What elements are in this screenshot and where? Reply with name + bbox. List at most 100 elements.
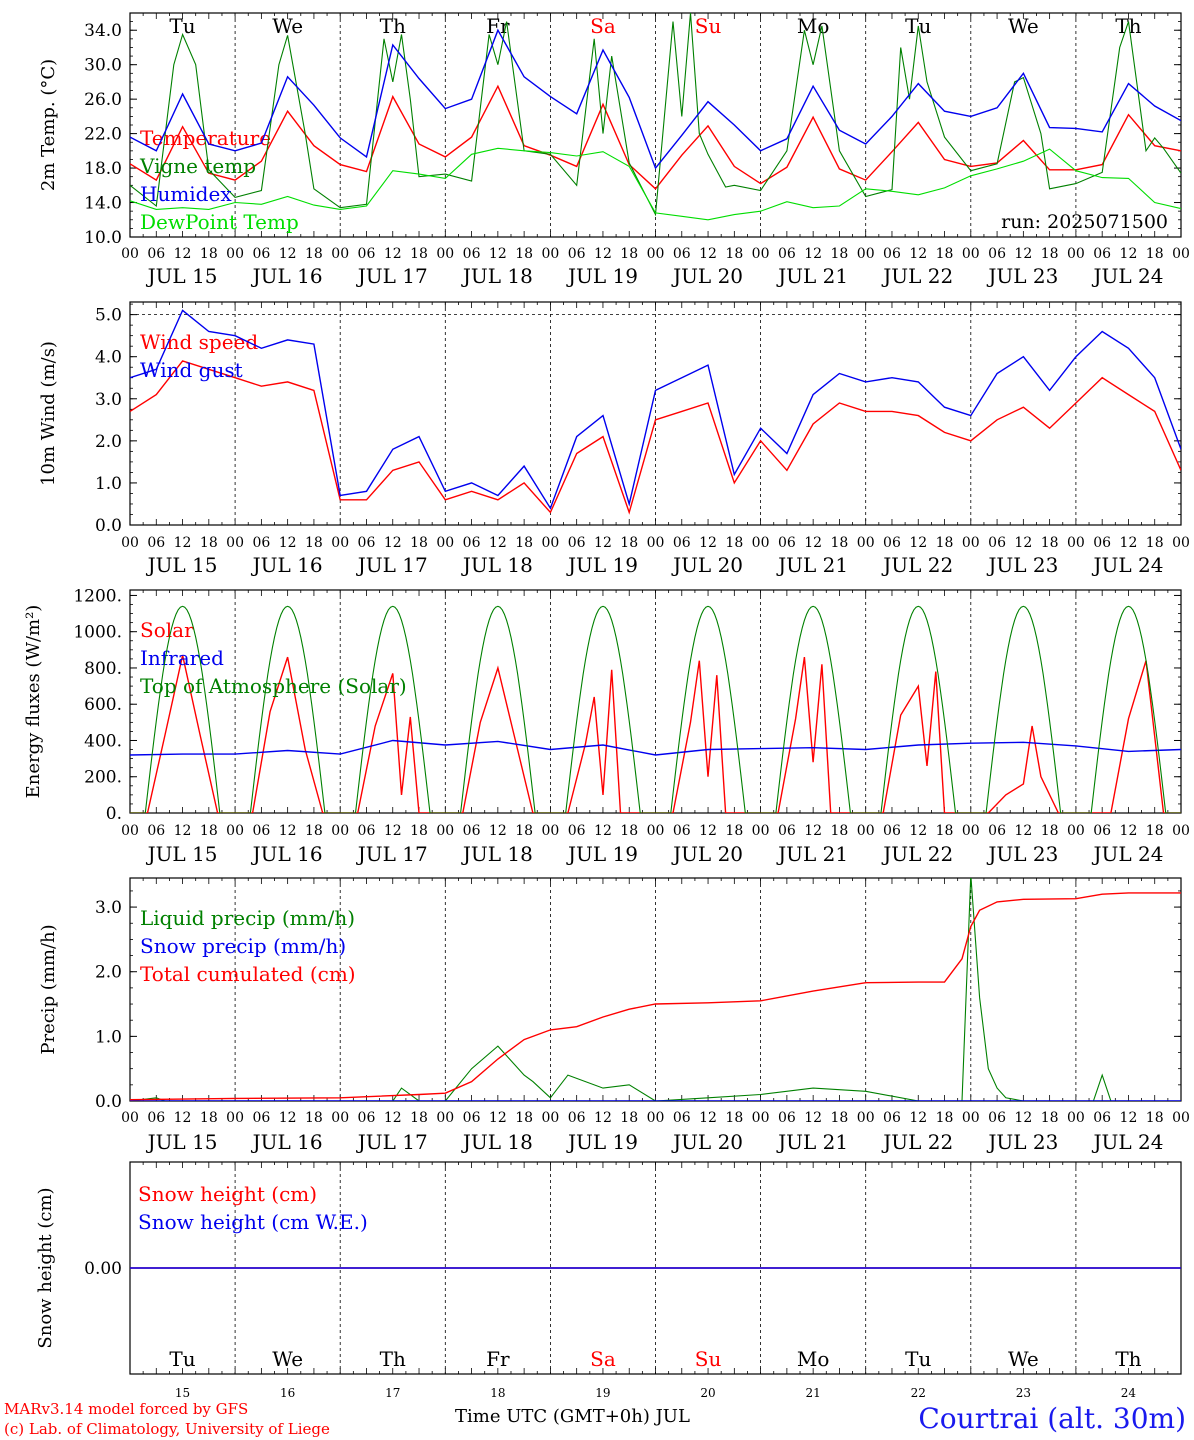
hour-tick-label: 06 bbox=[778, 1110, 796, 1126]
day-number-label: 24 bbox=[1121, 1386, 1137, 1400]
hour-tick-label: 00 bbox=[1172, 535, 1190, 551]
hour-tick-label: 06 bbox=[1093, 1110, 1111, 1126]
hour-tick-label: 00 bbox=[541, 1110, 559, 1126]
hour-tick-label: 06 bbox=[778, 535, 796, 551]
hour-tick-label: 00 bbox=[121, 535, 139, 551]
day-label: JUL 21 bbox=[776, 264, 848, 288]
day-label: JUL 20 bbox=[671, 264, 743, 288]
hour-tick-label: 12 bbox=[909, 1110, 927, 1126]
hour-tick-label: 12 bbox=[279, 535, 297, 551]
hour-tick-label: 06 bbox=[463, 535, 481, 551]
day-number-label: 17 bbox=[385, 1386, 400, 1400]
hour-tick-label: 00 bbox=[1172, 1110, 1190, 1126]
y-tick-label: 800. bbox=[84, 659, 122, 679]
hour-tick-label: 18 bbox=[725, 535, 743, 551]
hour-tick-label: 00 bbox=[331, 246, 349, 262]
series-line-wind-gust bbox=[130, 309, 1181, 510]
legend-entry: Liquid precip (mm/h) bbox=[140, 906, 355, 930]
series-line-solar bbox=[130, 655, 1181, 813]
hour-tick-label: 06 bbox=[1093, 823, 1111, 839]
hour-tick-label: 12 bbox=[804, 823, 822, 839]
hour-tick-label: 18 bbox=[200, 1110, 218, 1126]
hour-tick-label: 18 bbox=[305, 535, 323, 551]
day-label: JUL 18 bbox=[461, 1130, 533, 1154]
hour-tick-label: 06 bbox=[252, 1110, 270, 1126]
hour-tick-label: 18 bbox=[831, 246, 849, 262]
hour-tick-label: 12 bbox=[384, 823, 402, 839]
y-tick-label: 1200. bbox=[73, 586, 122, 606]
series-line-wind-speed bbox=[130, 360, 1181, 515]
hour-tick-label: 12 bbox=[699, 1110, 717, 1126]
day-label: JUL 23 bbox=[986, 842, 1058, 866]
hour-tick-label: 18 bbox=[515, 246, 533, 262]
hour-tick-label: 00 bbox=[1067, 535, 1085, 551]
hour-tick-label: 18 bbox=[515, 823, 533, 839]
hour-tick-label: 18 bbox=[410, 823, 428, 839]
station-name: Courtrai (alt. 30m) bbox=[918, 1402, 1186, 1435]
y-axis-label: Precip (mm/h) bbox=[38, 924, 59, 1054]
hour-tick-label: 00 bbox=[962, 246, 980, 262]
hour-tick-label: 18 bbox=[410, 1110, 428, 1126]
y-tick-label: 2.0 bbox=[95, 963, 122, 983]
hour-tick-label: 00 bbox=[436, 1110, 454, 1126]
hour-tick-label: 06 bbox=[988, 1110, 1006, 1126]
hour-tick-label: 00 bbox=[857, 1110, 875, 1126]
hour-tick-label: 18 bbox=[1146, 535, 1164, 551]
legend-entry: Snow height (cm W.E.) bbox=[138, 1210, 368, 1234]
hour-tick-label: 06 bbox=[358, 1110, 376, 1126]
y-tick-label: 0.00 bbox=[84, 1259, 122, 1279]
hour-tick-label: 06 bbox=[883, 535, 901, 551]
day-label: JUL 19 bbox=[566, 264, 638, 288]
hour-tick-label: 12 bbox=[1120, 1110, 1138, 1126]
hour-tick-label: 18 bbox=[1146, 246, 1164, 262]
y-tick-label: 26.0 bbox=[84, 90, 122, 110]
y-tick-label: 14.0 bbox=[84, 194, 122, 214]
hour-tick-label: 00 bbox=[121, 246, 139, 262]
hour-tick-label: 12 bbox=[1014, 535, 1032, 551]
hour-tick-label: 12 bbox=[699, 246, 717, 262]
hour-tick-label: 00 bbox=[1067, 246, 1085, 262]
hour-tick-label: 00 bbox=[436, 246, 454, 262]
hour-tick-label: 12 bbox=[384, 1110, 402, 1126]
day-label: JUL 16 bbox=[251, 553, 323, 577]
hour-tick-label: 00 bbox=[857, 246, 875, 262]
weekday-label: Su bbox=[695, 14, 722, 38]
y-tick-label: 1.0 bbox=[95, 1027, 122, 1047]
panel-frame bbox=[129, 301, 1182, 526]
hour-tick-label: 00 bbox=[752, 823, 770, 839]
hour-tick-label: 06 bbox=[988, 823, 1006, 839]
hour-tick-label: 18 bbox=[515, 1110, 533, 1126]
day-label: JUL 17 bbox=[356, 264, 428, 288]
hour-tick-label: 12 bbox=[699, 535, 717, 551]
hour-tick-label: 18 bbox=[936, 246, 954, 262]
day-label: JUL 17 bbox=[356, 1130, 428, 1154]
hour-tick-label: 00 bbox=[857, 535, 875, 551]
hour-tick-label: 18 bbox=[725, 246, 743, 262]
hour-tick-label: 00 bbox=[752, 535, 770, 551]
hour-tick-label: 18 bbox=[200, 823, 218, 839]
hour-tick-label: 12 bbox=[1014, 1110, 1032, 1126]
hour-tick-label: 18 bbox=[936, 535, 954, 551]
y-tick-label: 200. bbox=[84, 768, 122, 788]
hour-tick-label: 12 bbox=[909, 823, 927, 839]
hour-tick-label: 18 bbox=[831, 823, 849, 839]
day-label: JUL 21 bbox=[776, 1130, 848, 1154]
legend-entry: Vigne temp bbox=[139, 154, 256, 178]
hour-tick-label: 12 bbox=[699, 823, 717, 839]
weekday-label: Sa bbox=[590, 1347, 616, 1371]
weekday-label: We bbox=[1008, 14, 1039, 38]
hour-tick-label: 00 bbox=[226, 246, 244, 262]
hour-tick-label: 06 bbox=[463, 823, 481, 839]
legend-entry: DewPoint Temp bbox=[140, 210, 299, 234]
hour-tick-label: 00 bbox=[752, 246, 770, 262]
day-label: JUL 19 bbox=[566, 553, 638, 577]
hour-tick-label: 12 bbox=[594, 823, 612, 839]
hour-tick-label: 06 bbox=[988, 535, 1006, 551]
day-number-label: 15 bbox=[175, 1386, 190, 1400]
day-number-label: 16 bbox=[280, 1386, 295, 1400]
day-label: JUL 16 bbox=[251, 1130, 323, 1154]
legend-entry: Wind gust bbox=[140, 358, 243, 382]
hour-tick-label: 00 bbox=[541, 246, 559, 262]
hour-tick-label: 06 bbox=[673, 246, 691, 262]
day-number-label: 18 bbox=[490, 1386, 505, 1400]
